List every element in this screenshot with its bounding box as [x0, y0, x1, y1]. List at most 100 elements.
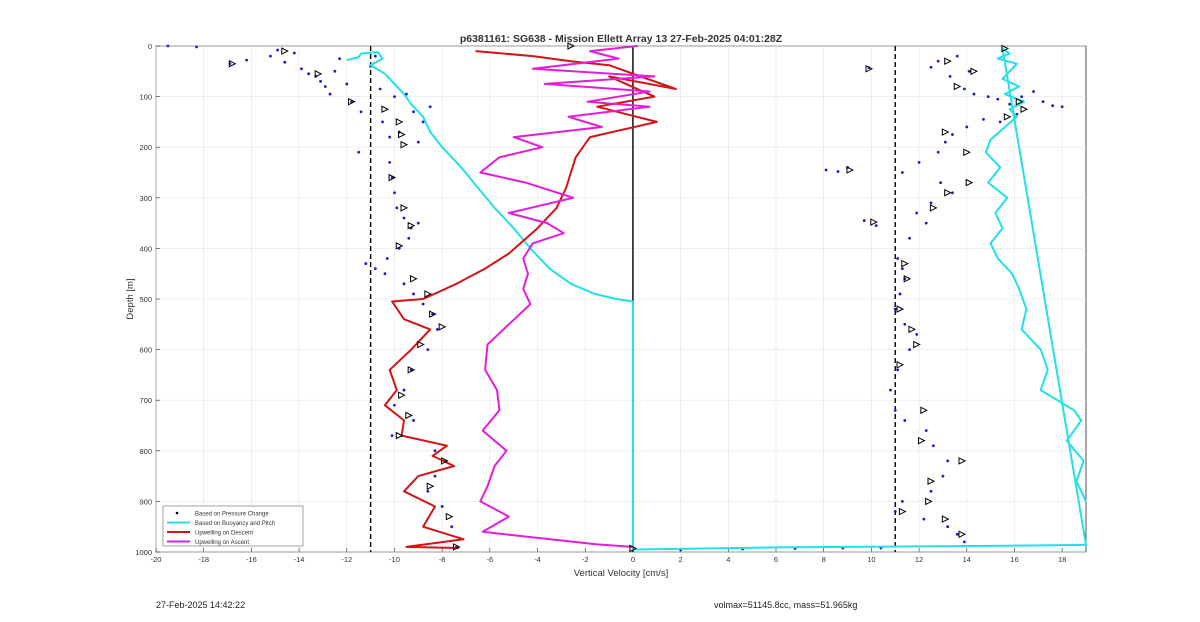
pressure-point — [393, 403, 396, 407]
pressure-point — [300, 67, 303, 71]
triangle-marker — [908, 325, 917, 334]
pressure-point — [1032, 90, 1035, 93]
pressure-point — [1020, 95, 1024, 98]
x-tick-label: -14 — [294, 555, 305, 564]
triangle-marker — [398, 391, 406, 399]
pressure-point — [951, 191, 954, 195]
x-tick-label: 10 — [867, 555, 875, 564]
pressure-point — [412, 110, 415, 114]
triangle-marker — [1015, 97, 1024, 106]
pressure-point — [402, 216, 406, 220]
pressure-point — [357, 150, 361, 154]
pressure-point — [967, 69, 971, 73]
triangle-marker — [228, 59, 237, 68]
pressure-point — [402, 282, 406, 286]
pressure-point — [345, 82, 349, 86]
pressure-point — [998, 120, 1002, 124]
triangle-marker — [958, 530, 967, 539]
pressure-point — [338, 57, 342, 61]
y-tick-label: 400 — [139, 244, 152, 253]
triangle-marker — [388, 173, 397, 182]
triangle-marker — [870, 218, 878, 226]
pressure-point — [421, 120, 425, 124]
pressure-point — [393, 191, 396, 195]
pressure-point — [1051, 104, 1055, 108]
pressure-point — [962, 540, 966, 544]
pressure-point — [426, 489, 430, 493]
triangle-marker — [314, 70, 323, 78]
x-tick-label: 0 — [631, 555, 635, 564]
y-tick-label: 700 — [139, 396, 152, 405]
pressure-point — [922, 517, 926, 521]
pressure-point — [946, 525, 950, 529]
pressure-point — [1041, 100, 1045, 104]
pressure-point — [836, 170, 840, 173]
pressure-point — [440, 505, 444, 508]
triangle-marker — [913, 340, 921, 349]
x-tick-label: 8 — [822, 555, 826, 564]
pressure-point — [893, 510, 897, 513]
pressure-point — [941, 474, 945, 478]
triangle-marker — [438, 323, 447, 331]
chart: -20 -18 -16 -14 -12 -10 -8 -6 -4 -2 0 2 4 6 8 10 12 14 16 1… — [125, 33, 1087, 579]
x-tick-label: 4 — [726, 555, 730, 564]
pressure-point — [929, 201, 933, 205]
pressure-point — [1060, 105, 1064, 109]
pressure-point — [915, 211, 919, 215]
pressure-point — [862, 219, 866, 222]
pressure-point — [373, 267, 377, 271]
triangle-marker — [400, 140, 409, 149]
y-tick-label: 100 — [139, 93, 152, 102]
pressure-point — [402, 388, 406, 392]
triangle-marker — [865, 64, 874, 73]
pressure-point — [373, 54, 377, 58]
triangle-marker — [381, 105, 390, 114]
series-line-3 — [479, 45, 656, 548]
triangle-marker — [917, 436, 926, 445]
timestamp: 27-Feb-2025 14:42:22 — [156, 600, 246, 610]
pressure-point — [328, 92, 332, 96]
pressure-point — [269, 54, 272, 58]
pressure-point — [319, 80, 322, 83]
pressure-point — [1008, 102, 1012, 106]
triangle-marker — [405, 411, 413, 420]
pressure-point — [385, 257, 389, 260]
pressure-point — [986, 95, 990, 98]
pressure-point — [333, 69, 337, 73]
pressure-point — [383, 272, 387, 276]
series-line-2 — [383, 50, 677, 549]
triangle-marker — [407, 366, 416, 374]
x-tick-label: 2 — [679, 555, 683, 564]
triangle-marker — [941, 515, 950, 523]
triangle-marker — [441, 457, 449, 465]
pressure-point — [951, 133, 954, 136]
x-tick-labels: -20 -18 -16 -14 -12 -10 -8 -6 -4 -2 0 2 4 6 8 10 12 14 16 1… — [151, 555, 1067, 564]
pressure-point — [955, 54, 959, 58]
pressure-point — [412, 292, 415, 296]
pressure-point — [307, 72, 311, 76]
pressure-point — [900, 500, 904, 503]
pressure-point — [896, 257, 900, 260]
y-axis-label: Depth [m] — [125, 278, 136, 319]
parameters-readout: volmax=51145.8cc, mass=51.965kg — [714, 600, 858, 610]
series-line-1 — [346, 47, 1087, 551]
pressure-point — [931, 444, 935, 448]
legend-entry: Upwelling on Descent — [195, 531, 253, 537]
triangle-marker — [395, 431, 404, 440]
x-tick-label: -20 — [151, 555, 162, 564]
pressure-point — [908, 348, 911, 351]
pressure-point — [900, 267, 904, 271]
pressure-point — [965, 125, 969, 129]
pressure-point — [433, 474, 437, 478]
pressure-point — [943, 140, 947, 144]
pressure-point — [924, 221, 928, 225]
triangle-marker — [445, 512, 454, 521]
pressure-point — [416, 140, 420, 144]
y-tick-label: 300 — [139, 194, 152, 203]
triangle-marker — [1020, 105, 1029, 114]
x-tick-label: -16 — [246, 555, 257, 564]
pressure-point — [364, 262, 368, 265]
pressure-point — [917, 160, 921, 164]
pressure-point — [903, 322, 907, 326]
pressure-point — [946, 459, 950, 463]
